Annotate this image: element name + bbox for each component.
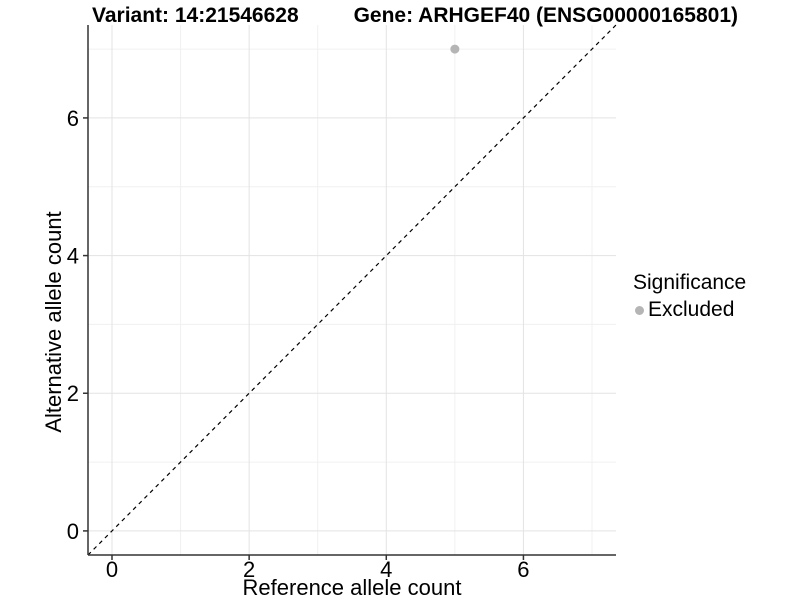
legend-item-label: Excluded <box>648 298 735 321</box>
x-tick-label: 4 <box>380 557 392 582</box>
data-point <box>450 44 460 54</box>
x-axis-title: Reference allele count <box>242 575 462 600</box>
legend-title: Significance <box>633 271 747 294</box>
y-tick-label: 4 <box>67 244 79 269</box>
legend: Significance Excluded <box>633 271 746 322</box>
x-tick-label: 0 <box>106 557 118 582</box>
y-axis-title: Alternative allele count <box>41 211 66 433</box>
excluded-point-icon <box>635 305 644 315</box>
y-tick-label: 0 <box>67 519 79 544</box>
x-tick-label: 2 <box>243 557 255 582</box>
variant-title: Variant: 14:21546628 <box>92 4 299 27</box>
gene-title: Gene: ARHGEF40 (ENSG00000165801) <box>353 4 738 27</box>
x-tick-label: 6 <box>517 557 529 582</box>
y-tick-label: 2 <box>67 381 79 406</box>
y-tick-label: 6 <box>67 106 79 131</box>
legend-item-excluded: Excluded <box>633 298 746 322</box>
identity-line <box>87 24 617 556</box>
